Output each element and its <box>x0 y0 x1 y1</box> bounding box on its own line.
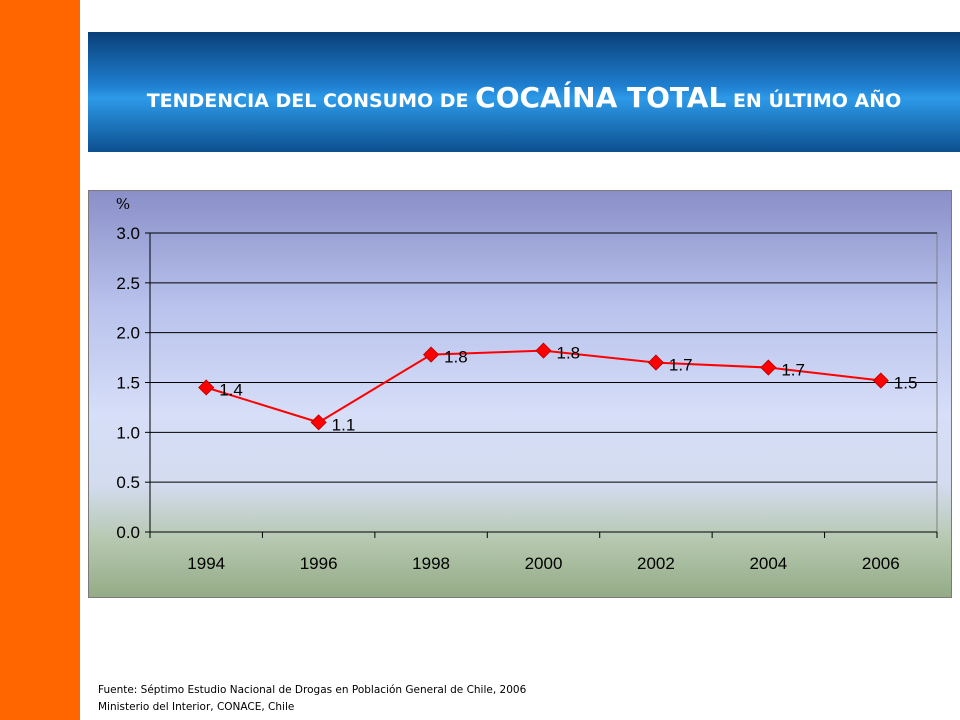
x-tick-label: 2000 <box>525 554 563 573</box>
axes: 0.0 0.5 1.0 1.5 2.0 2.5 3.0 1994 1996 1998 2000 200… <box>116 224 938 573</box>
data-point-marker <box>423 346 440 363</box>
footnote-source: Fuente: Séptimo Estudio Nacional de Drog… <box>98 684 527 696</box>
data-label: 1.4 <box>219 380 243 399</box>
data-label: 1.7 <box>781 361 805 380</box>
slide-title: TENDENCIA DEL CONSUMO DE COCAÍNA TOTAL E… <box>147 81 902 114</box>
y-tick-label: 0.0 <box>116 523 140 542</box>
gridlines <box>149 232 938 533</box>
y-tick-label: 0.5 <box>116 473 140 492</box>
x-tick-label: 2006 <box>862 554 900 573</box>
data-point-marker <box>872 372 889 389</box>
y-tick-label: 1.5 <box>116 374 140 393</box>
orange-side-bar <box>0 0 80 720</box>
y-tick-label: 3.0 <box>116 224 140 243</box>
x-tick-label: 1996 <box>300 554 338 573</box>
data-label: 1.5 <box>894 374 918 393</box>
x-tick-label: 2004 <box>749 554 787 573</box>
data-point-marker <box>198 379 215 396</box>
x-tick-label: 2002 <box>637 554 675 573</box>
footnote-ministry: Ministerio del Interior, CONACE, Chile <box>98 701 295 713</box>
y-tick-label: 2.5 <box>116 274 140 293</box>
data-point-marker <box>535 342 552 359</box>
data-label: 1.1 <box>332 415 356 434</box>
chart-panel <box>88 190 952 598</box>
x-tick-label: 1994 <box>187 554 225 573</box>
title-banner: TENDENCIA DEL CONSUMO DE COCAÍNA TOTAL E… <box>88 32 960 152</box>
y-tick-label: 2.0 <box>116 324 140 343</box>
data-label: 1.8 <box>557 344 581 363</box>
data-label: 1.7 <box>669 356 693 375</box>
title-part-3: EN ÚLTIMO AÑO <box>726 89 902 112</box>
data-label: 1.8 <box>444 348 468 367</box>
series-layer: 1.4 1.1 1.8 1.8 1.7 1.7 1.5 <box>198 342 918 434</box>
data-point-marker <box>760 359 777 376</box>
series-line <box>205 349 881 424</box>
title-part-2: COCAÍNA TOTAL <box>475 80 727 114</box>
data-point-marker <box>647 354 664 371</box>
data-point-marker <box>310 414 327 431</box>
y-tick-label: 1.0 <box>116 423 140 442</box>
x-tick-label: 1998 <box>412 554 450 573</box>
y-axis-label: % <box>116 195 130 213</box>
title-part-1: TENDENCIA DEL CONSUMO DE <box>146 89 476 112</box>
